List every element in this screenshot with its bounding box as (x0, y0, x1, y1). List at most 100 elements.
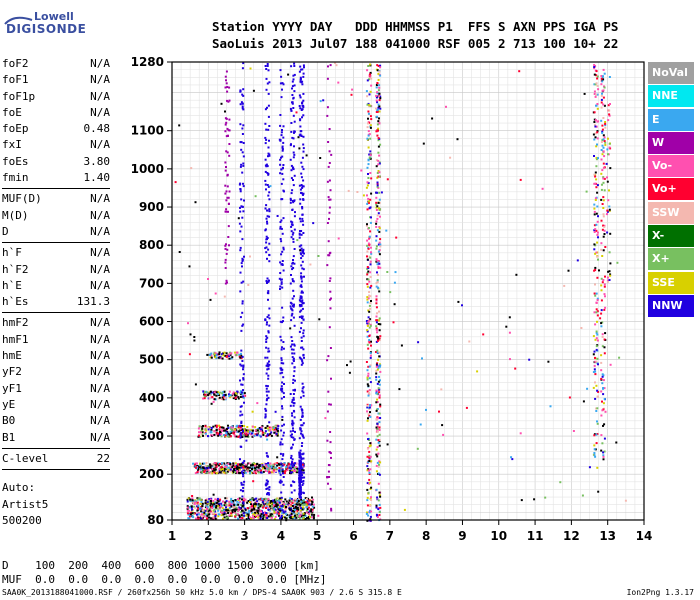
echo-point (293, 481, 296, 484)
echo-point (287, 465, 290, 468)
echo-point (246, 433, 249, 436)
echo-point (302, 150, 305, 153)
echo-point (268, 81, 271, 84)
echo-point (219, 355, 222, 358)
echo-point (366, 184, 369, 187)
echo-point (271, 513, 274, 516)
echo-point (279, 320, 282, 323)
echo-point (239, 470, 242, 472)
param-row-hes: h`Es 131.3 (2, 294, 110, 310)
echo-point (279, 82, 282, 85)
echo-point (295, 471, 298, 474)
echo-point (230, 514, 233, 517)
echo-point (379, 495, 382, 498)
echo-point (300, 336, 303, 339)
echo-point (329, 298, 331, 301)
echo-point (301, 414, 304, 417)
echo-point (311, 505, 314, 508)
echo-point (283, 505, 286, 508)
echo-point (328, 211, 331, 214)
echo-point (280, 498, 283, 500)
echo-point (369, 455, 372, 458)
echo-point (369, 411, 371, 414)
echo-point (368, 406, 371, 409)
echo-point (604, 332, 607, 335)
echo-point (602, 235, 605, 238)
echo-point (207, 428, 210, 431)
echo-point (324, 417, 327, 420)
echo-point (376, 176, 379, 179)
echo-point (600, 94, 603, 97)
echo-point (302, 332, 305, 335)
echo-point (376, 319, 379, 322)
echo-point (230, 428, 233, 431)
echo-point (284, 510, 287, 513)
echo-point (215, 462, 217, 465)
echo-point (240, 422, 243, 424)
echo-point (213, 465, 216, 468)
echo-point (267, 298, 269, 301)
echo-point (251, 516, 254, 519)
echo-point (377, 175, 380, 178)
echo-point (595, 158, 598, 161)
echo-point (292, 389, 295, 392)
echo-point (376, 408, 378, 411)
echo-point (250, 471, 253, 474)
echo-point (366, 103, 369, 106)
echo-point (290, 491, 293, 494)
echo-point (299, 473, 302, 476)
echo-point (594, 182, 597, 185)
echo-point (299, 476, 302, 479)
echo-point (313, 506, 316, 509)
echo-point (329, 431, 332, 433)
echo-point (322, 99, 325, 102)
echo-point (271, 514, 274, 517)
echo-point (378, 201, 381, 204)
param-value: N/A (90, 89, 110, 103)
echo-point (369, 276, 372, 278)
echo-point (377, 319, 380, 322)
logo-swoosh-icon (4, 16, 33, 25)
echo-point (289, 282, 292, 285)
echo-point (282, 453, 285, 456)
echo-point (595, 311, 598, 314)
echo-point (208, 397, 211, 400)
param-row-fmin: fmin 1.40 (2, 170, 110, 186)
echo-point (366, 369, 369, 372)
echo-point (378, 84, 381, 87)
echo-point (302, 507, 305, 510)
echo-point (207, 466, 210, 469)
echo-point (231, 464, 234, 467)
echo-point (367, 134, 370, 137)
echo-point (204, 428, 207, 431)
echo-point (238, 514, 241, 517)
echo-point (242, 62, 245, 65)
echo-point (603, 423, 606, 426)
echo-point (233, 469, 236, 472)
echo-point (299, 78, 302, 81)
echo-point (212, 500, 215, 502)
echo-point (280, 131, 283, 134)
echo-point (291, 85, 294, 88)
echo-point (300, 408, 303, 411)
echo-point (282, 269, 285, 272)
echo-point (252, 466, 255, 469)
echo-point (594, 397, 597, 400)
echo-point (366, 296, 369, 299)
echo-point (366, 223, 368, 226)
echo-point (249, 510, 252, 513)
echo-point (230, 504, 233, 507)
echo-point (241, 265, 243, 268)
echo-point (442, 433, 445, 436)
echo-point (301, 503, 304, 506)
echo-point (238, 516, 241, 519)
echo-point (547, 360, 550, 363)
echo-point (225, 506, 227, 509)
echo-point (204, 502, 207, 505)
logo-lowell: Lowell (34, 10, 74, 23)
echo-point (266, 65, 269, 67)
echo-point (291, 420, 294, 423)
echo-point (602, 279, 605, 281)
echo-point (378, 503, 381, 506)
echo-point (302, 223, 305, 226)
